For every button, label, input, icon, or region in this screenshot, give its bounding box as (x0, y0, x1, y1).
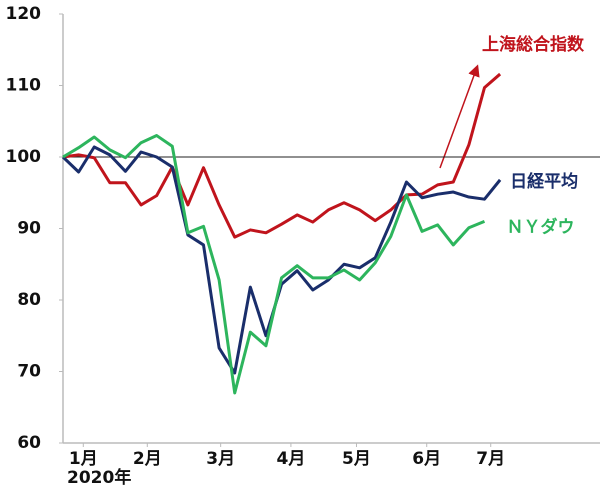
series-line (62, 72, 502, 239)
x-tick-label: 6月 (412, 449, 441, 469)
y-tick-label: 80 (17, 290, 41, 310)
x-tick-label: 3月 (206, 449, 235, 469)
x-tick-label: 7月 (476, 449, 505, 469)
y-tick-label: 90 (17, 219, 41, 239)
y-tick-label: 70 (17, 362, 41, 382)
x-tick-label: 5月 (342, 449, 371, 469)
x-tick-label: 2月 (133, 449, 162, 469)
series-line (61, 145, 502, 375)
series-label: 上海総合指数 (482, 34, 585, 55)
y-tick-label: 100 (6, 147, 42, 167)
series-label: 日経平均 (510, 171, 578, 192)
y-tick-label: 60 (17, 433, 41, 453)
series-label: ＮＹダウ (506, 216, 574, 237)
y-tick-label: 110 (6, 76, 42, 96)
series-line (62, 134, 486, 395)
y-tick-label: 120 (6, 4, 42, 24)
x-tick-label: 1月 (69, 449, 98, 469)
trend-arrow (439, 64, 480, 169)
x-tick-label: 4月 (276, 449, 305, 469)
year-label: 2020年 (67, 467, 131, 488)
